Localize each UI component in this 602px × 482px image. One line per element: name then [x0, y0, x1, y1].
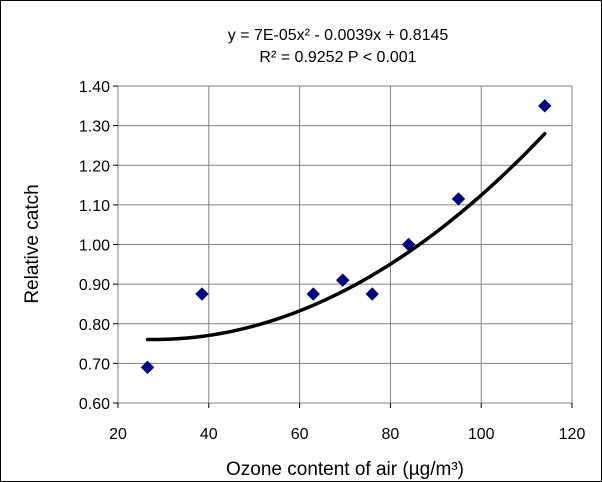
trendline — [145, 131, 547, 342]
x-tick-label: 40 — [200, 426, 218, 443]
data-point-marker — [336, 273, 350, 287]
data-point-marker — [140, 360, 155, 375]
x-tick-label: 120 — [559, 426, 586, 443]
data-point-marker — [195, 287, 209, 301]
x-tick-label: 100 — [468, 426, 495, 443]
data-points — [140, 99, 552, 375]
y-tick-label: 1.20 — [79, 158, 110, 175]
y-tick-label: 0.60 — [79, 396, 110, 413]
data-point-marker — [365, 287, 379, 301]
y-tick-label: 0.90 — [79, 277, 110, 294]
x-tick-label: 80 — [382, 426, 400, 443]
y-tick-label: 0.80 — [79, 317, 110, 334]
data-point-marker — [451, 192, 466, 206]
x-tick-label: 60 — [291, 426, 309, 443]
x-axis-title: Ozone content of air (µg/m³) — [226, 459, 464, 480]
y-axis-ticks: 0.60 0.70 0.80 0.90 1.00 1.10 1.20 1.30 1.40 — [79, 79, 118, 413]
data-point-marker — [538, 99, 552, 113]
y-tick-label: 1.30 — [79, 119, 110, 136]
equation-annotation: y = 7E-05x² - 0.0039x + 0.8145 — [228, 27, 449, 44]
y-axis-title: Relative catch — [22, 184, 43, 303]
y-tick-label: 1.40 — [79, 79, 110, 96]
data-point-marker — [401, 237, 416, 252]
x-tick-label: 20 — [109, 426, 127, 443]
y-tick-label: 0.70 — [79, 356, 110, 373]
y-tick-label: 1.00 — [79, 238, 110, 255]
x-axis-ticks: 20 40 60 80 100 120 — [109, 403, 585, 443]
data-point-marker — [306, 287, 320, 301]
r-squared-annotation: R² = 0.9252 P < 0.001 — [259, 49, 416, 66]
y-tick-label: 1.10 — [79, 198, 110, 215]
